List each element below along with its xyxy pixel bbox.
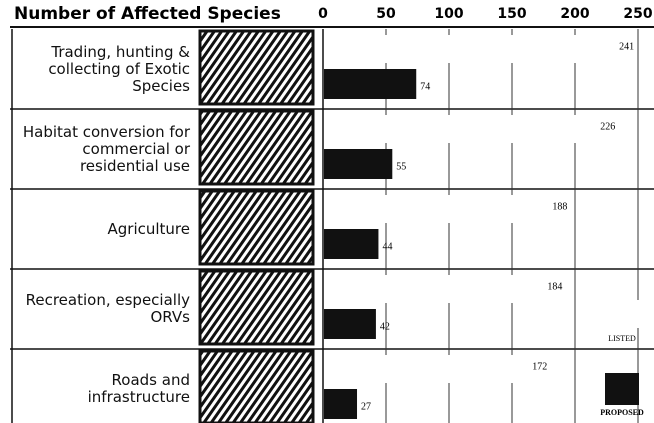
legend-label: LISTED — [608, 334, 636, 343]
bar — [324, 309, 376, 339]
value-label: 172 — [532, 361, 547, 372]
bar — [324, 195, 560, 223]
bar — [324, 229, 378, 259]
chart-title: Number of Affected Species — [14, 4, 281, 24]
value-label: 74 — [420, 81, 430, 92]
bar — [324, 275, 555, 303]
bar — [324, 115, 608, 143]
category-label: Habitat conversion for commercial or res… — [14, 119, 190, 179]
category-label: Trading, hunting & collecting of Exotic … — [14, 39, 190, 99]
icon — [200, 271, 313, 344]
x-tick-label: 100 — [434, 6, 463, 22]
page: {"chart_data": {"type": "bar", "orientat… — [0, 0, 654, 423]
legend-swatch — [605, 373, 639, 405]
x-tick-label: 200 — [560, 6, 589, 22]
value-label: 42 — [380, 321, 390, 332]
legend-swatch — [605, 300, 639, 328]
value-label: 27 — [361, 401, 371, 412]
x-tick-label: 50 — [376, 6, 396, 22]
icons — [200, 31, 313, 423]
category-label: Roads and infrastructure — [14, 359, 190, 419]
value-label: 226 — [600, 121, 615, 132]
icon — [200, 111, 313, 184]
icon — [200, 351, 313, 423]
x-tick-label: 250 — [623, 6, 652, 22]
value-label: 188 — [552, 201, 567, 212]
bar — [324, 389, 357, 419]
value-label: 241 — [619, 41, 634, 52]
bar — [324, 149, 392, 179]
icon — [200, 191, 313, 264]
legend-label: PROPOSED — [600, 408, 644, 417]
bar — [324, 35, 627, 63]
bar — [324, 69, 416, 99]
value-label: 44 — [382, 241, 392, 252]
icon — [200, 31, 313, 104]
x-tick-label: 0 — [318, 6, 328, 22]
bar — [324, 355, 540, 383]
value-label: 55 — [396, 161, 406, 172]
category-label: Agriculture — [14, 199, 190, 259]
category-label: Recreation, especially ORVs — [14, 279, 190, 339]
x-tick-label: 150 — [497, 6, 526, 22]
value-label: 184 — [547, 281, 562, 292]
